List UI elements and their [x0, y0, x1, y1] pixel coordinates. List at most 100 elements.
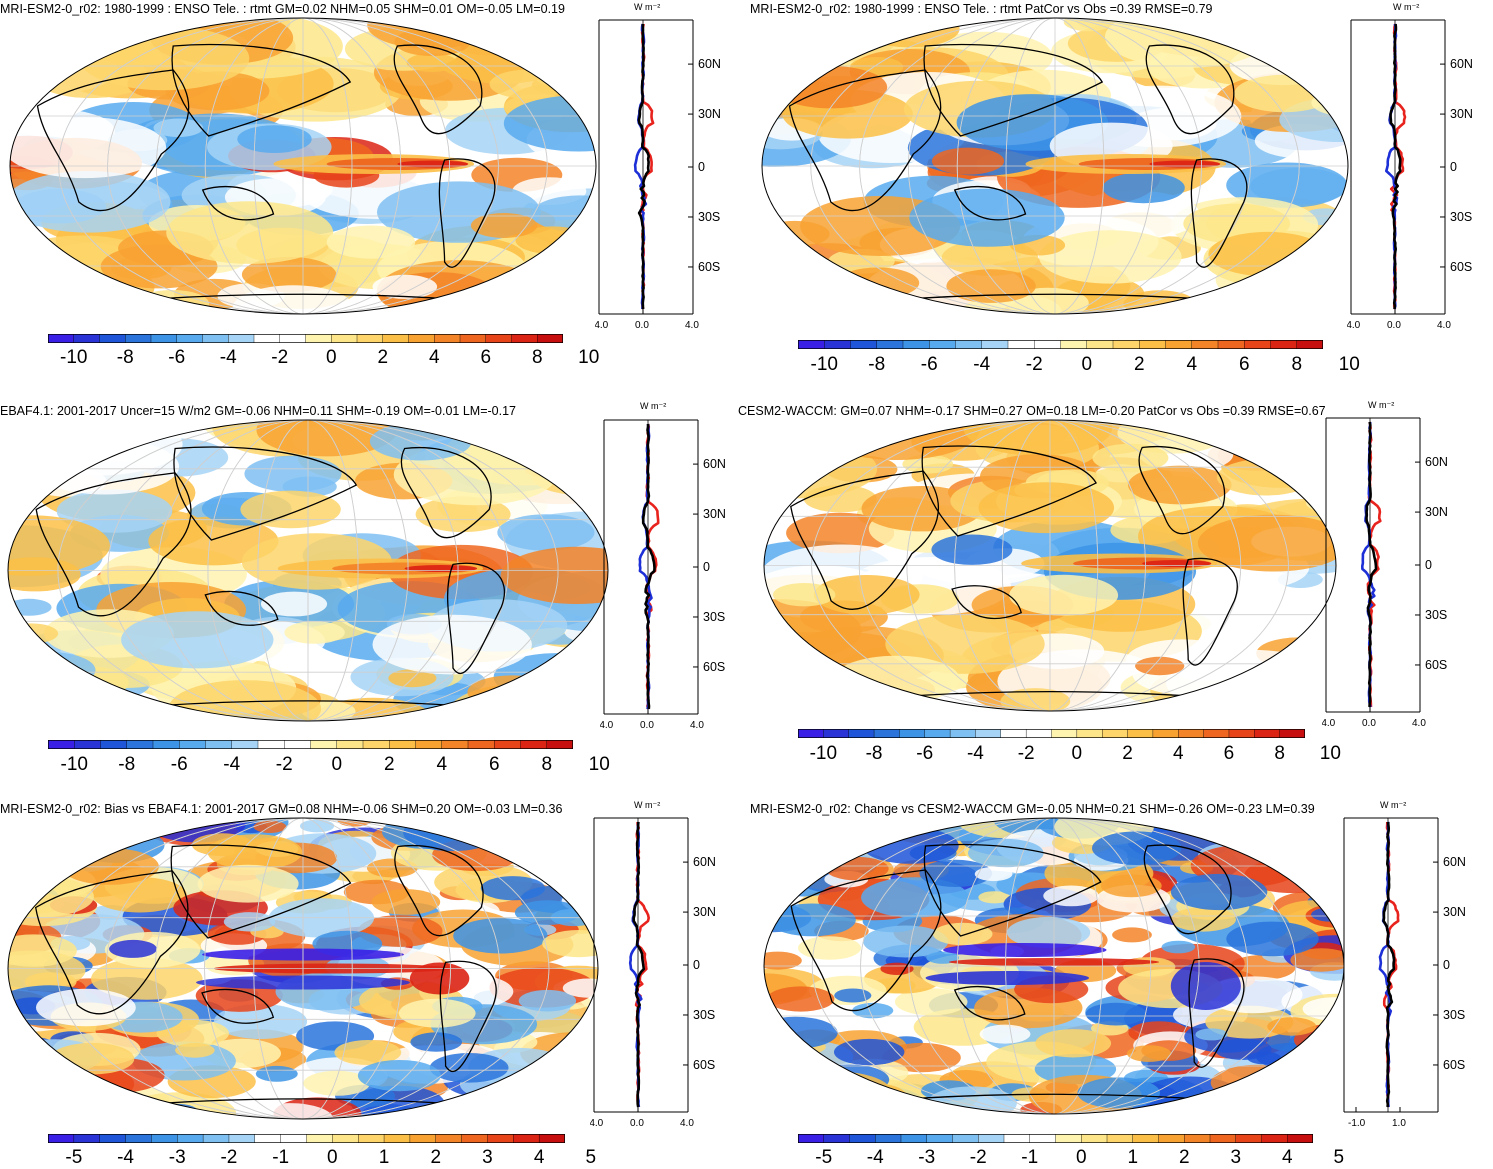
zonal-series-mean — [639, 24, 649, 309]
zonal-lat-label: 60S — [703, 660, 725, 674]
zonal-lat-label: 30N — [1425, 505, 1448, 519]
colorbar-tick-label: 0 — [1067, 354, 1107, 376]
zonal-lat-label: 60S — [1443, 1058, 1465, 1072]
colorbar-tick-label: 0 — [1057, 743, 1097, 765]
colorbar-tick-label: -6 — [159, 754, 199, 776]
zonal-x-tick-label: -4.0 — [1322, 718, 1336, 729]
colorbar-tick-label: -2 — [1006, 743, 1046, 765]
zonal-lat-label: 30N — [703, 507, 726, 521]
panel-2-map — [760, 16, 1350, 316]
panel-1-map — [8, 16, 598, 316]
zonal-lat-label: 0 — [698, 160, 705, 174]
colorbar-tick-label: 6 — [1209, 743, 1249, 765]
colorbar-tick-label: 4 — [1172, 354, 1212, 376]
panel-3-map — [6, 418, 610, 723]
zonal-lat-label: 30S — [1443, 1008, 1465, 1022]
colorbar-tick-label: -4 — [962, 354, 1002, 376]
zonal-x-tick-label: -4.0 — [600, 720, 614, 731]
colorbar-tick-label: -10 — [803, 743, 843, 765]
zonal-lat-label: 0 — [1450, 160, 1457, 174]
zonal-x-tick-label: 4.0 — [680, 1118, 694, 1129]
colorbar-tick-label: 2 — [1119, 354, 1159, 376]
colorbar-tick-label: 6 — [466, 347, 506, 369]
zonal-lat-label: 60S — [1450, 260, 1472, 274]
zonal-lat-label: 0 — [693, 958, 700, 972]
zonal-x-tick-label: -4.0 — [1347, 320, 1361, 331]
panel-3-title: EBAF4.1: 2001-2017 Uncer=15 W/m2 GM=-0.0… — [0, 404, 516, 418]
colorbar-tick-label: 10 — [579, 754, 619, 776]
colorbar-tick-label: -8 — [107, 754, 147, 776]
zonal-x-tick-label: 4.0 — [1412, 718, 1426, 729]
panel-1-unit-label: W m⁻² — [634, 2, 660, 13]
colorbar-tick-label: 8 — [1277, 354, 1317, 376]
colorbar-tick-label: -4 — [955, 743, 995, 765]
colorbar-tick-label: 4 — [1158, 743, 1198, 765]
colorbar-tick-label: 8 — [1260, 743, 1300, 765]
zonal-lat-label: 30N — [1450, 107, 1473, 121]
colorbar-tick-label: -10 — [804, 354, 844, 376]
zonal-lat-label: 60N — [1443, 855, 1466, 869]
colorbar-tick-label: -4 — [208, 347, 248, 369]
zonal-x-tick-label: 0.0 — [1362, 718, 1376, 729]
colorbar-tick-label: -2 — [1014, 354, 1054, 376]
zonal-lat-label: 60S — [1425, 658, 1447, 672]
colorbar-tick-label: 2 — [369, 754, 409, 776]
colorbar-tick-label: -8 — [105, 347, 145, 369]
colorbar-tick-label: -6 — [909, 354, 949, 376]
colorbar-tick-label: 8 — [517, 347, 557, 369]
zonal-lat-label: 60N — [698, 57, 721, 71]
colorbar-tick-label: -6 — [157, 347, 197, 369]
zonal-lat-label: 0 — [1425, 558, 1432, 572]
colorbar-tick-label: -2 — [260, 347, 300, 369]
zonal-x-tick-label: -4.0 — [595, 320, 609, 331]
colorbar-tick-label: -8 — [857, 354, 897, 376]
zonal-x-tick-label: 4.0 — [1437, 320, 1451, 331]
panel-4-unit-label: W m⁻² — [1368, 400, 1394, 411]
colorbar-tick-label: -2 — [264, 754, 304, 776]
zonal-lat-label: 0 — [1443, 958, 1450, 972]
colorbar-tick-label: 10 — [1329, 354, 1369, 376]
zonal-series-obs — [1362, 422, 1374, 707]
panel-4-title: CESM2-WACCM: GM=0.07 NHM=-0.17 SHM=0.27 … — [738, 404, 1326, 418]
colorbar-tick-label: 8 — [527, 754, 567, 776]
zonal-series-mean — [1391, 24, 1401, 309]
colorbar-tick-label: 2 — [1108, 743, 1148, 765]
zonal-x-tick-label: 1.0 — [1392, 1118, 1406, 1129]
zonal-lat-label: 30S — [1450, 210, 1472, 224]
panel-6-colorbar — [798, 1134, 1313, 1143]
colorbar-tick-label: 6 — [1224, 354, 1264, 376]
panel-4-zonal-plot: 60N 30N 0 30S 60S -4.0 0.0 4.0 — [1322, 412, 1452, 742]
zonal-x-tick-label: 0.0 — [635, 320, 649, 331]
zonal-lat-label: 60N — [1450, 57, 1473, 71]
zonal-lat-label: 30S — [693, 1008, 715, 1022]
zonal-lat-label: 60S — [693, 1058, 715, 1072]
zonal-series-mean — [634, 822, 644, 1107]
colorbar-tick-label: 4 — [414, 347, 454, 369]
colorbar-tick-label: -10 — [54, 347, 94, 369]
panel-3-unit-label: W m⁻² — [640, 401, 666, 412]
zonal-lat-label: 0 — [703, 560, 710, 574]
panel-2-colorbar — [798, 340, 1323, 349]
panel-3-colorbar — [48, 740, 573, 749]
colorbar-tick-label: 2 — [363, 347, 403, 369]
panel-2-unit-label: W m⁻² — [1393, 2, 1419, 13]
zonal-x-tick-label: 0.0 — [630, 1118, 644, 1129]
panel-6-map — [762, 816, 1346, 1116]
zonal-lat-label: 30N — [1443, 905, 1466, 919]
panel-5-colorbar — [48, 1134, 565, 1143]
panel-4-colorbar — [798, 729, 1305, 738]
zonal-lat-label: 30S — [703, 610, 725, 624]
zonal-lat-label: 60S — [698, 260, 720, 274]
zonal-lat-label: 60N — [1425, 455, 1448, 469]
panel-4-map — [762, 418, 1338, 713]
panel-6-title: MRI-ESM2-0_r02: Change vs CESM2-WACCM GM… — [750, 802, 1315, 816]
panel-5-title: MRI-ESM2-0_r02: Bias vs EBAF4.1: 2001-20… — [0, 802, 562, 816]
zonal-lat-label: 30S — [1425, 608, 1447, 622]
colorbar-tick-label: -6 — [905, 743, 945, 765]
colorbar-tick-label: 0 — [317, 754, 357, 776]
zonal-series-obs — [640, 424, 652, 709]
